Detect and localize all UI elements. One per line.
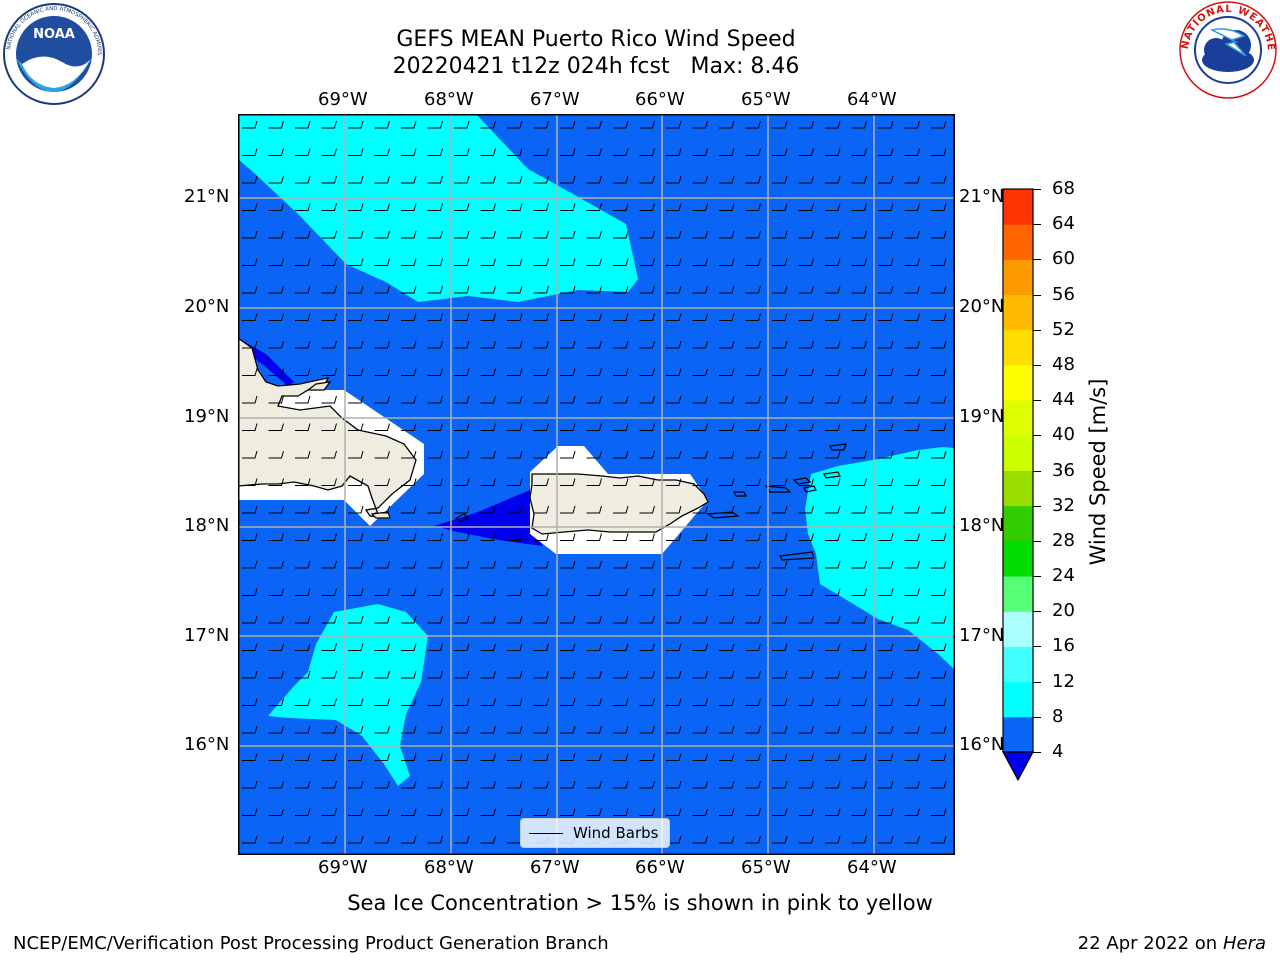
colorbar-segment xyxy=(1003,294,1033,331)
chart-title: GEFS MEAN Puerto Rico Wind Speed xyxy=(396,27,796,52)
colorbar-segment xyxy=(1003,646,1033,683)
colorbar-tick xyxy=(1033,329,1041,331)
colorbar-tick-label: 8 xyxy=(1052,705,1064,727)
colorbar-tick-label: 28 xyxy=(1052,529,1075,551)
lat-label-left: 20°N xyxy=(184,296,230,317)
colorbar-segment xyxy=(1003,576,1033,612)
colorbar-under-triangle xyxy=(1001,751,1035,782)
graticule xyxy=(238,114,955,855)
lat-label-left: 18°N xyxy=(184,515,230,536)
lat-label-right: 18°N xyxy=(959,515,1005,536)
noaa-logo-text: NOAA xyxy=(33,27,75,42)
colorbar-label: Wind Speed [m/s] xyxy=(1086,378,1110,566)
colorbar-tick xyxy=(1033,259,1041,261)
legend-label: Wind Barbs xyxy=(573,824,659,842)
lat-label-left: 19°N xyxy=(184,406,230,427)
colorbar-tick xyxy=(1033,611,1041,613)
lon-label-bottom: 69°W xyxy=(318,857,368,878)
colorbar-tick-label: 32 xyxy=(1052,494,1075,516)
colorbar-segment xyxy=(1003,540,1033,577)
colorbar-segment xyxy=(1003,435,1033,471)
nws-logo: NATIONAL WEATHER SERVICE xyxy=(1174,0,1278,100)
lon-label-top: 67°W xyxy=(530,89,580,110)
colorbar-segment xyxy=(1003,611,1033,647)
colorbar-segment xyxy=(1003,716,1033,753)
colorbar-tick xyxy=(1033,364,1041,366)
colorbar-tick xyxy=(1033,189,1041,190)
colorbar-segment xyxy=(1003,329,1033,366)
lon-label-bottom: 65°W xyxy=(741,857,791,878)
colorbar-segment xyxy=(1003,189,1033,225)
colorbar-tick-label: 60 xyxy=(1052,248,1075,270)
footer-date-text: 22 Apr 2022 on xyxy=(1077,933,1223,954)
colorbar-tick xyxy=(1033,681,1041,683)
lat-label-left: 17°N xyxy=(184,625,230,646)
footer-branch: NCEP/EMC/Verification Post Processing Pr… xyxy=(13,933,609,954)
colorbar-tick xyxy=(1033,752,1041,753)
legend-line-swatch xyxy=(529,832,563,834)
lon-label-top: 66°W xyxy=(635,89,685,110)
colorbar-tick-label: 24 xyxy=(1052,565,1075,587)
lon-label-top: 68°W xyxy=(424,89,474,110)
colorbar-tick-label: 4 xyxy=(1052,741,1064,762)
colorbar-tick xyxy=(1033,470,1041,472)
colorbar-tick-label: 68 xyxy=(1052,178,1075,199)
colorbar-tick xyxy=(1033,505,1041,507)
colorbar-segment xyxy=(1003,259,1033,296)
caption: Sea Ice Concentration > 15% is shown in … xyxy=(347,891,933,915)
colorbar-tick-label: 12 xyxy=(1052,670,1075,692)
colorbar-tick xyxy=(1033,716,1041,718)
lat-label-right: 17°N xyxy=(959,625,1005,646)
lon-label-bottom: 66°W xyxy=(635,857,685,878)
wind-speed-map xyxy=(238,114,955,855)
lon-label-bottom: 64°W xyxy=(847,857,897,878)
lat-label-right: 20°N xyxy=(959,296,1005,317)
lon-label-top: 64°W xyxy=(847,89,897,110)
colorbar-tick-label: 64 xyxy=(1052,213,1075,235)
colorbar-tick xyxy=(1033,646,1041,648)
lat-label-right: 16°N xyxy=(959,734,1005,755)
lat-label-right: 21°N xyxy=(959,186,1005,207)
legend-box: Wind Barbs xyxy=(520,818,670,848)
colorbar-tick xyxy=(1033,540,1041,542)
colorbar-tick-label: 56 xyxy=(1052,283,1075,305)
chart-subtitle: 20220421 t12z 024h fcst Max: 8.46 xyxy=(392,54,800,79)
lat-label-left: 21°N xyxy=(184,186,230,207)
lat-label-left: 16°N xyxy=(184,734,230,755)
footer-host: Hera xyxy=(1222,933,1266,954)
colorbar-tick-label: 52 xyxy=(1052,318,1075,340)
colorbar-segment xyxy=(1003,505,1033,542)
colorbar-tick-label: 16 xyxy=(1052,635,1075,657)
colorbar-segment xyxy=(1003,400,1033,436)
colorbar-segment xyxy=(1003,224,1033,260)
colorbar-tick-label: 48 xyxy=(1052,353,1075,375)
colorbar-tick-label: 44 xyxy=(1052,389,1075,411)
colorbar-tick xyxy=(1033,576,1041,578)
lon-label-top: 69°W xyxy=(318,89,368,110)
colorbar-tick xyxy=(1033,400,1041,402)
lon-label-bottom: 68°W xyxy=(424,857,474,878)
wind-barbs-field xyxy=(238,114,955,855)
colorbar-tick xyxy=(1033,224,1041,226)
colorbar-tick-label: 36 xyxy=(1052,459,1075,481)
noaa-logo: NOAA NATIONAL OCEANIC AND ATMOSPHERIC AD… xyxy=(0,0,106,106)
colorbar-segment xyxy=(1003,681,1033,718)
lon-label-top: 65°W xyxy=(741,89,791,110)
colorbar-segment xyxy=(1003,470,1033,507)
colorbar-segment xyxy=(1003,364,1033,401)
colorbar-tick xyxy=(1033,435,1041,437)
colorbar-tick-label: 40 xyxy=(1052,424,1075,446)
colorbar-tick-label: 20 xyxy=(1052,600,1075,622)
colorbar xyxy=(1001,188,1035,782)
footer-date: 22 Apr 2022 on Hera xyxy=(1078,933,1266,954)
colorbar-tick xyxy=(1033,294,1041,296)
map-frame xyxy=(238,114,955,855)
lat-label-right: 19°N xyxy=(959,406,1005,427)
lon-label-bottom: 67°W xyxy=(530,857,580,878)
